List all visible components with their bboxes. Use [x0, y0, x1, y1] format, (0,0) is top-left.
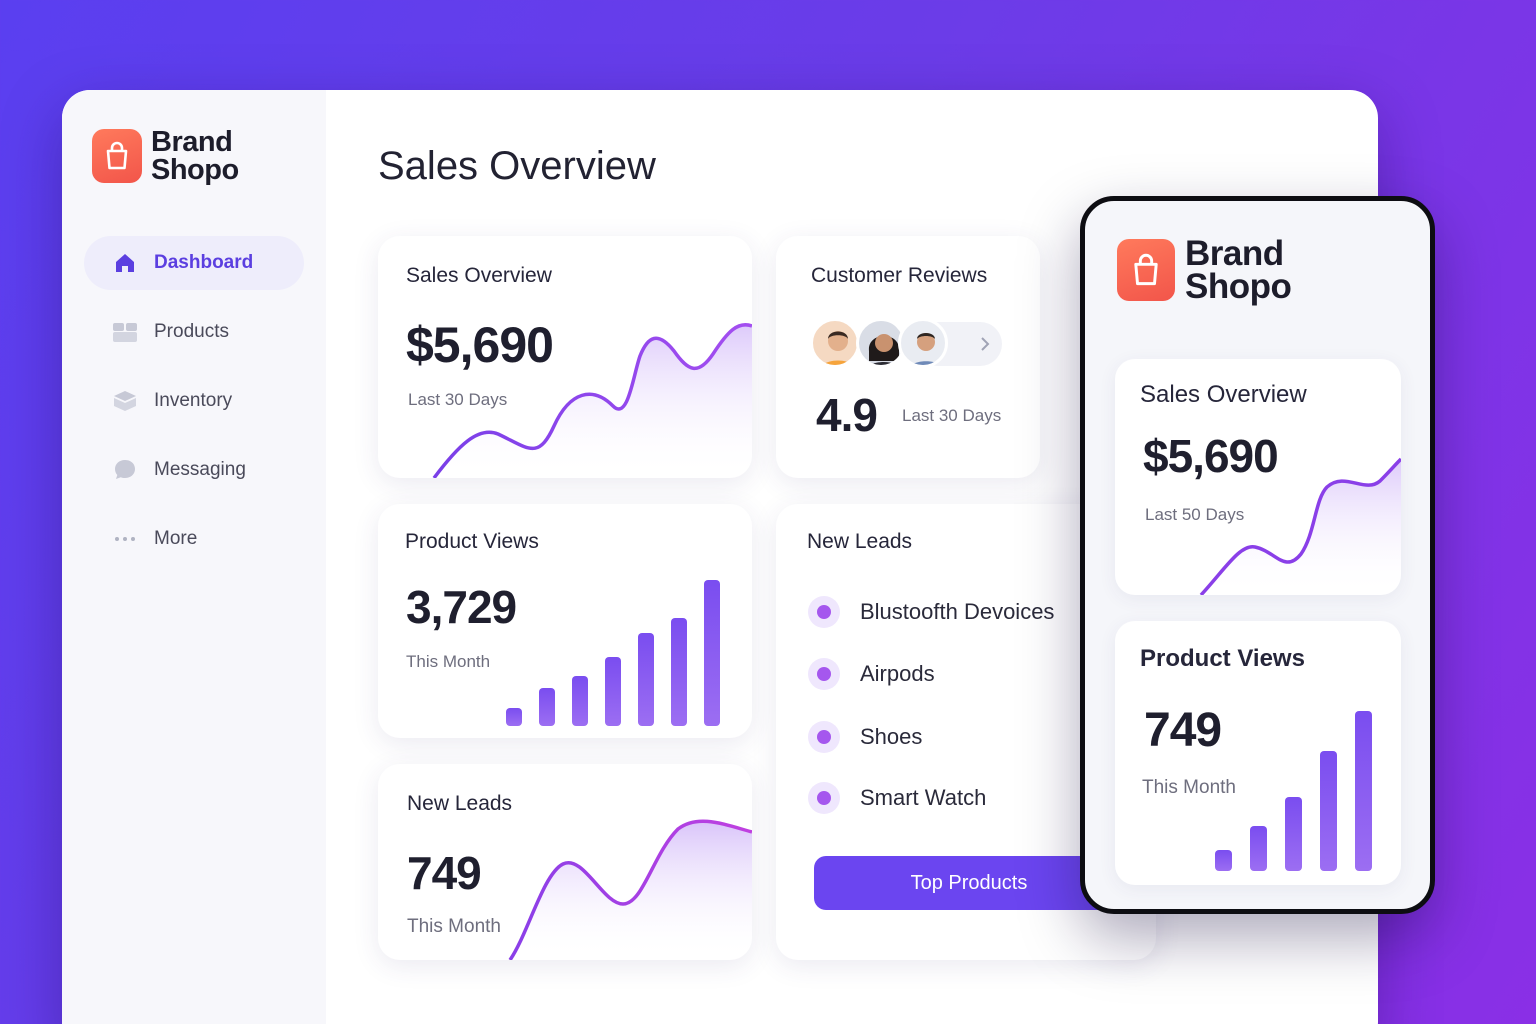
sidebar-item-dashboard[interactable]: Dashboard: [84, 236, 304, 290]
sidebar: Brand Shopo Dashboard Products: [62, 90, 326, 1024]
views-bar: [638, 633, 654, 726]
views-period: This Month: [406, 652, 491, 671]
views-bar: [506, 708, 522, 726]
views-bar: [704, 580, 720, 726]
sales-period: Last 30 Days: [408, 390, 508, 409]
brand-line-2: Shopo: [1185, 267, 1292, 306]
brand-name: Brand Shopo: [151, 126, 239, 186]
views-value: 749: [1144, 704, 1222, 757]
sidebar-item-products[interactable]: Products: [84, 305, 304, 359]
airpods-icon: [808, 658, 840, 690]
card-title: Customer Reviews: [811, 264, 988, 287]
brand-line-1: Brand: [151, 126, 233, 158]
avatar[interactable]: [898, 318, 948, 368]
views-bar: [1355, 711, 1372, 871]
sales-trend-chart: [1199, 457, 1401, 595]
new-leads-summary-card[interactable]: New Leads 749 This Month: [378, 764, 752, 960]
sales-value: $5,690: [1143, 430, 1279, 482]
views-bar: [539, 688, 555, 726]
list-item[interactable]: Smart Watch: [808, 782, 986, 814]
mobile-sales-card[interactable]: Sales Overview $5,690 Last 50 Days: [1115, 359, 1401, 595]
views-bar: [1320, 751, 1337, 871]
lead-item-label: Smart Watch: [860, 785, 987, 810]
sidebar-item-label: Dashboard: [154, 252, 254, 273]
sidebar-item-label: Products: [154, 321, 229, 342]
shoe-icon: [808, 721, 840, 753]
brand-logo[interactable]: Brand Shopo: [92, 126, 239, 186]
sidebar-item-messaging[interactable]: Messaging: [84, 443, 304, 497]
views-bar: [572, 676, 588, 726]
card-title: New Leads: [807, 530, 913, 553]
views-bar: [1250, 826, 1267, 871]
views-period: This Month: [1142, 777, 1236, 798]
list-item[interactable]: Airpods: [808, 658, 935, 690]
views-bar-chart: [506, 580, 736, 726]
sidebar-item-label: Inventory: [154, 390, 233, 411]
views-bar: [1285, 797, 1302, 871]
avatar[interactable]: [856, 318, 906, 368]
smartwatch-icon: [808, 782, 840, 814]
reviews-period: Last 30 Days: [902, 406, 1002, 425]
brand-line-1: Brand: [1185, 234, 1284, 273]
mobile-brand-logo[interactable]: Brand Shopo: [1117, 234, 1292, 306]
sales-value: $5,690: [406, 317, 554, 373]
views-bar: [1215, 850, 1232, 871]
customer-reviews-card[interactable]: Customer Reviews 4.9 Last 30 Days: [776, 236, 1040, 478]
views-bar: [605, 657, 621, 726]
sidebar-item-label: Messaging: [154, 459, 246, 480]
brand-name: Brand Shopo: [1185, 234, 1292, 306]
leads-trend-chart: [508, 819, 752, 960]
reviews-rating: 4.9: [816, 389, 878, 441]
list-item[interactable]: Shoes: [808, 721, 922, 753]
avatar[interactable]: [810, 318, 860, 368]
sales-period: Last 50 Days: [1145, 505, 1245, 524]
views-bar-chart: [1215, 711, 1385, 871]
chevron-right-icon: [981, 337, 990, 351]
more-icon: [112, 526, 138, 552]
top-products-button[interactable]: Top Products: [814, 856, 1124, 910]
home-icon: [112, 250, 138, 276]
card-title: Sales Overview: [1140, 381, 1307, 408]
lead-item-label: Shoes: [860, 724, 923, 749]
card-title: Product Views: [1140, 645, 1305, 672]
sales-trend-chart: [432, 323, 752, 478]
views-value: 3,729: [406, 581, 517, 633]
shopping-bag-icon: [92, 129, 142, 183]
sidebar-item-label: More: [154, 528, 198, 549]
list-item[interactable]: Blustoofth Devoices: [808, 596, 1054, 628]
sales-overview-card[interactable]: Sales Overview $5,690 Last 30 Days: [378, 236, 752, 478]
leads-value: 749: [407, 847, 482, 899]
box-icon: [112, 319, 138, 345]
chat-icon: [112, 457, 138, 483]
bluetooth-device-icon: [808, 596, 840, 628]
views-bar: [671, 618, 687, 726]
sidebar-nav: Dashboard Products Inventory Messaging: [84, 236, 304, 581]
card-title: Product Views: [405, 530, 539, 553]
lead-item-label: Blustoofth Devoices: [860, 599, 1055, 624]
card-title: New Leads: [407, 792, 513, 815]
mobile-product-views-card[interactable]: Product Views 749 This Month: [1115, 621, 1401, 885]
card-title: Sales Overview: [406, 264, 552, 287]
sidebar-item-more[interactable]: More: [84, 512, 304, 566]
sidebar-item-inventory[interactable]: Inventory: [84, 374, 304, 428]
leads-period: This Month: [407, 916, 501, 937]
mobile-preview: Brand Shopo Sales Overview $5,690 Last 5…: [1080, 196, 1435, 914]
stack-icon: [112, 388, 138, 414]
shopping-bag-icon: [1117, 239, 1175, 301]
page-title: Sales Overview: [378, 144, 656, 188]
brand-line-2: Shopo: [151, 154, 239, 186]
lead-item-label: Airpods: [860, 661, 935, 686]
product-views-card[interactable]: Product Views 3,729 This Month: [378, 504, 752, 738]
